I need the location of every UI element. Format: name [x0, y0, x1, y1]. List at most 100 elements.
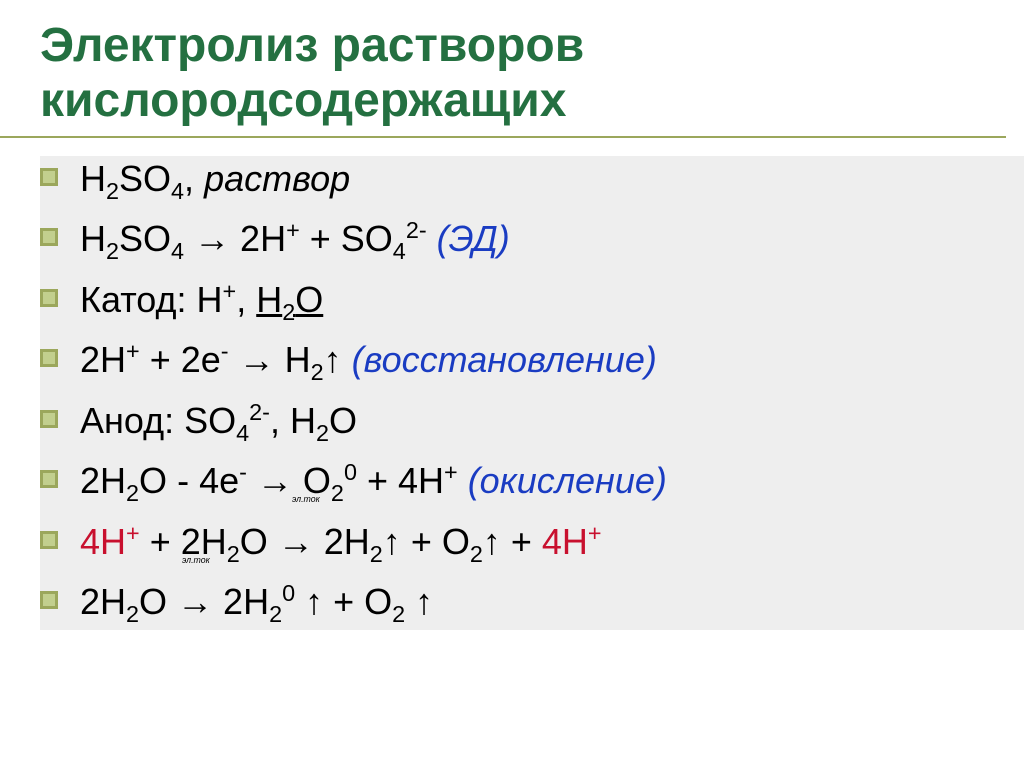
- t: , H: [270, 400, 316, 441]
- t: +: [444, 459, 458, 485]
- bullet-icon: [40, 531, 58, 549]
- t: O: [329, 400, 357, 441]
- t: SO: [119, 218, 171, 259]
- title-block: Электролиз растворов кислородсодержащих: [0, 0, 1006, 138]
- note: (восстановление): [352, 339, 657, 380]
- t: 2-: [406, 217, 427, 243]
- t: -: [221, 338, 229, 364]
- t: 4e: [189, 460, 239, 501]
- t: 2: [106, 239, 119, 265]
- t: 2: [106, 178, 119, 204]
- title-line-1: Электролиз растворов: [40, 19, 584, 72]
- t: SO: [119, 158, 171, 199]
- t: +: [286, 217, 300, 243]
- red-segment: 4H+: [80, 521, 140, 562]
- t: 0: [282, 580, 295, 606]
- t: ↑ + O: [383, 521, 470, 562]
- bullet-icon: [40, 349, 58, 367]
- t: 2H: [80, 460, 126, 501]
- bullet-icon: [40, 591, 58, 609]
- t: раствор: [204, 158, 350, 199]
- formula-line-4: 2H+ + 2e- → H2↑ (восстановление): [80, 337, 657, 387]
- t: 2: [316, 420, 329, 446]
- t: 2: [392, 601, 405, 627]
- t: +: [126, 338, 140, 364]
- body-block: H2SO4, раствор H2SO4 → 2H+ + SO42- (ЭД) …: [40, 156, 1024, 630]
- t: 2H: [80, 339, 126, 380]
- t: O → 2H: [240, 521, 370, 562]
- t: 2: [227, 541, 240, 567]
- t: 4: [236, 420, 249, 446]
- t: O: [295, 279, 323, 320]
- t: ↑ +: [483, 521, 542, 562]
- title-line-2: кислородсодержащих: [40, 74, 567, 127]
- bullet-row: H2SO4, раствор: [40, 156, 1024, 206]
- t: ↑: [405, 581, 433, 622]
- note: (ЭД): [437, 218, 510, 259]
- formula-line-6: 2H2O - 4e- → O20 + 4H+ (окисление): [80, 458, 667, 508]
- t: + SO: [300, 218, 393, 259]
- bullet-icon: [40, 289, 58, 307]
- bullet-icon: [40, 228, 58, 246]
- t: [427, 218, 437, 259]
- t: H: [80, 218, 106, 259]
- t: 2: [282, 299, 295, 325]
- formula-line-7: 4H+ + 2H2O → 2H2↑ + O2↑ + 4H+: [80, 519, 602, 569]
- t: 2-: [249, 399, 270, 425]
- formula-line-2: H2SO4 → 2H+ + SO42- (ЭД): [80, 216, 510, 266]
- underline-segment: H2O: [256, 279, 323, 320]
- t: -: [239, 459, 247, 485]
- t: 4H: [80, 521, 126, 562]
- formula-line-8: 2H2O → 2H20 ↑ + O2 ↑: [80, 579, 433, 629]
- t: 2: [311, 360, 324, 386]
- t: +: [588, 520, 602, 546]
- t: 4: [393, 239, 406, 265]
- bullet-row: Анод: SO42-, H2O: [40, 398, 1024, 448]
- t: → H: [229, 339, 311, 380]
- bullet-row: H2SO4 → 2H+ + SO42- (ЭД): [40, 216, 1024, 266]
- t: H: [80, 158, 106, 199]
- t: ,: [184, 158, 204, 199]
- t: + 2e: [140, 339, 221, 380]
- bullet-icon: [40, 470, 58, 488]
- t: 4: [171, 239, 184, 265]
- bullet-row: 2H+ + 2e- → H2↑ (восстановление): [40, 337, 1024, 387]
- t: 2H: [80, 581, 126, 622]
- formula-line-1: H2SO4, раствор: [80, 156, 350, 206]
- slide: Электролиз растворов кислородсодержащих …: [0, 0, 1024, 768]
- t: ↑: [324, 339, 352, 380]
- t: +: [126, 520, 140, 546]
- t: O: [139, 460, 177, 501]
- note: (окисление): [468, 460, 667, 501]
- t: Катод: H: [80, 279, 223, 320]
- bullet-row: 4H+ + 2H2O → 2H2↑ + O2↑ + 4H+ эл.ток: [40, 519, 1024, 569]
- t: Анод: SO: [80, 400, 236, 441]
- bullet-icon: [40, 168, 58, 186]
- formula-line-3: Катод: H+, H2O: [80, 277, 323, 327]
- t: + 4H: [357, 460, 444, 501]
- t: 4: [171, 178, 184, 204]
- t: ↑ + O: [295, 581, 392, 622]
- t: 2: [470, 541, 483, 567]
- bullet-row: Катод: H+, H2O: [40, 277, 1024, 327]
- bullet-icon: [40, 410, 58, 428]
- t: 2: [331, 480, 344, 506]
- t: 2: [126, 601, 139, 627]
- t: 2: [269, 601, 282, 627]
- formula-line-5: Анод: SO42-, H2O: [80, 398, 357, 448]
- t: H: [256, 279, 282, 320]
- bullet-row: 2H2O - 4e- → O20 + 4H+ (окисление) эл.то…: [40, 458, 1024, 508]
- t: 0: [344, 459, 357, 485]
- t: [458, 460, 468, 501]
- t: O → 2H: [139, 581, 269, 622]
- t: 2: [370, 541, 383, 567]
- annotation-el-tok: эл.ток: [292, 494, 320, 504]
- red-segment: 4H+: [542, 521, 602, 562]
- bullet-row: 2H2O → 2H20 ↑ + O2 ↑: [40, 579, 1024, 629]
- t: 2: [126, 480, 139, 506]
- t: → 2H: [184, 218, 286, 259]
- t: ,: [236, 279, 256, 320]
- annotation-el-tok: эл.ток: [182, 555, 210, 565]
- slide-title: Электролиз растворов кислородсодержащих: [40, 18, 1006, 128]
- t: 4H: [542, 521, 588, 562]
